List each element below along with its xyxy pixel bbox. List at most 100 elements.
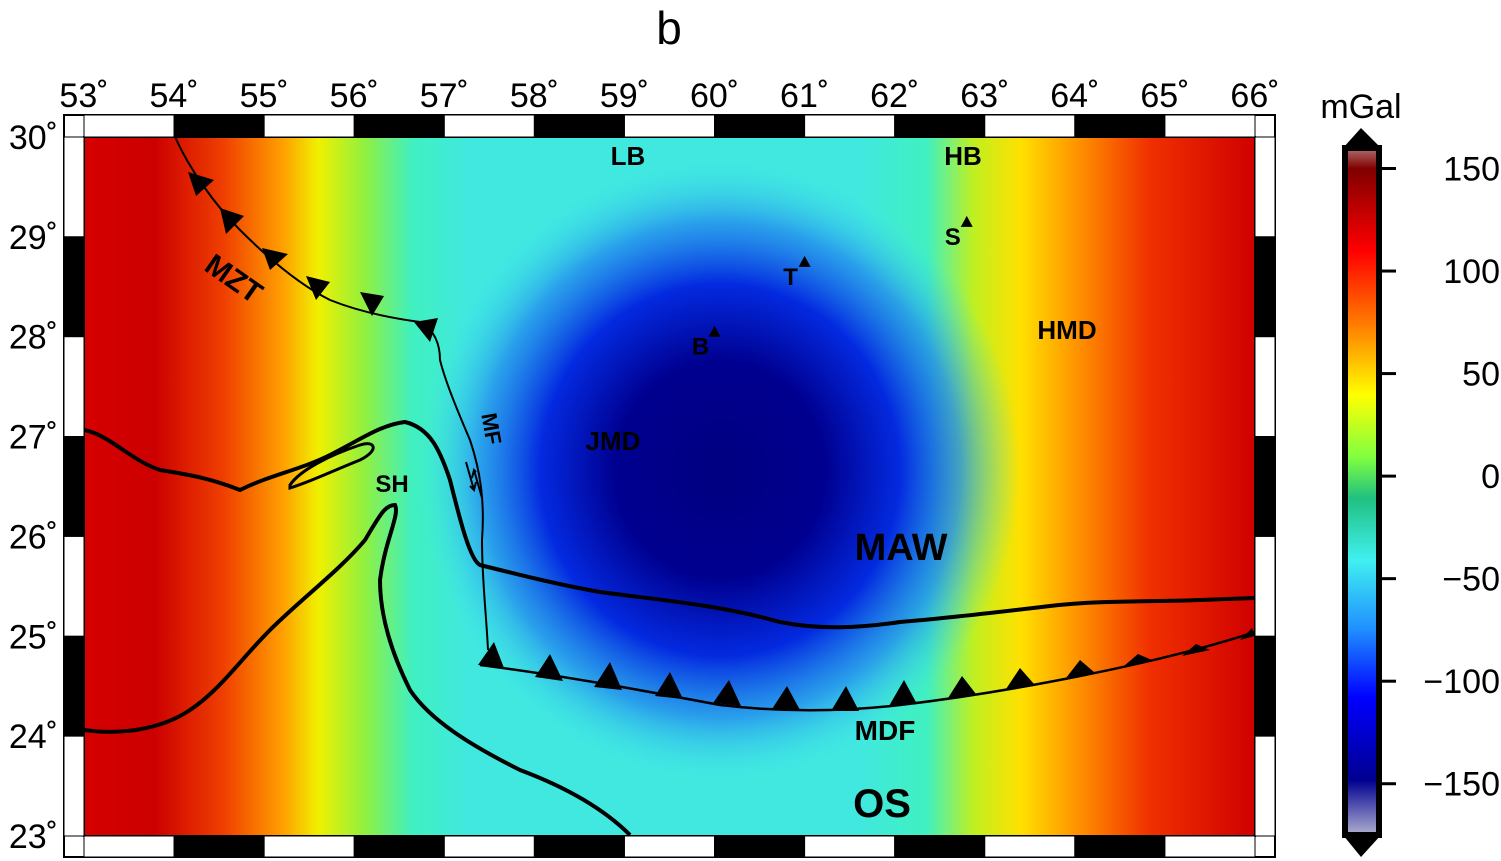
lat-tick-label: 29˚ [9, 219, 58, 257]
frame-seg-left [63, 336, 85, 438]
frame-seg-bottom [1074, 835, 1166, 858]
lon-tick-label: 62˚ [870, 77, 919, 115]
frame-seg-right [1254, 436, 1276, 537]
frame-seg-top [804, 114, 896, 138]
station-marker [708, 325, 721, 337]
colorbar-tick-label: −100 [1423, 663, 1500, 701]
station-marker [960, 215, 973, 227]
frame-seg-bottom [984, 835, 1076, 858]
frame-seg-bottom [263, 835, 355, 858]
station-marker [798, 255, 811, 267]
lon-tick-label: 54˚ [150, 77, 199, 115]
station-label: B [692, 334, 709, 361]
frame-seg-left [63, 136, 85, 238]
zagros-thrust [174, 137, 489, 651]
label-mdf: MDF [855, 715, 916, 746]
frame-seg-top [173, 114, 265, 138]
frame-seg-bottom [804, 835, 896, 858]
frame-seg-top [714, 114, 806, 138]
lon-tick-label: 66˚ [1230, 77, 1279, 115]
frame-seg-top [533, 114, 625, 138]
label-hb: HB [944, 141, 982, 171]
frame-seg-top [623, 114, 716, 138]
lat-tick-label: 25˚ [9, 618, 58, 656]
lon-tick-label: 56˚ [330, 77, 379, 115]
frame-seg-bottom [83, 835, 175, 858]
coastlines-and-faults [84, 137, 1255, 836]
colorbar-tick-label: 50 [1462, 356, 1500, 394]
lon-tick-label: 55˚ [240, 77, 289, 115]
lat-tick-label: 23˚ [9, 818, 58, 856]
lon-tick-label: 63˚ [960, 77, 1009, 115]
frame-seg-top [443, 114, 535, 138]
frame-seg-left [63, 535, 85, 637]
lon-tick-label: 64˚ [1050, 77, 1099, 115]
label-sh: SH [375, 471, 408, 498]
map-frame [63, 114, 1276, 858]
frame-seg-bottom [533, 835, 625, 858]
frame-seg-top [894, 114, 986, 138]
frame-seg-right [1254, 336, 1276, 438]
frame-seg-bottom [443, 835, 535, 858]
frame-seg-top [353, 114, 445, 138]
frame-seg-bottom [714, 835, 806, 858]
frame-seg-top [263, 114, 355, 138]
frame-seg-top [1164, 114, 1256, 138]
colorbar-tick-label: −50 [1442, 561, 1500, 599]
lon-tick-label: 57˚ [420, 77, 469, 115]
lat-tick-label: 30˚ [9, 119, 58, 157]
figure-title: b [656, 2, 682, 54]
colorbar-unit: mGal [1320, 88, 1401, 126]
colorbar: mGal 150 100 50 0 −50 −100 −150 [1320, 88, 1500, 857]
frame-seg-bottom [623, 835, 716, 858]
frame-seg-right [1254, 136, 1276, 238]
lat-tick-label: 27˚ [9, 419, 58, 457]
frame-seg-left [63, 236, 85, 338]
lon-tick-label: 61˚ [780, 77, 829, 115]
qeshm-island [288, 442, 375, 491]
stations: B T S [692, 215, 973, 361]
frame-seg-right [1254, 236, 1276, 338]
station-label: S [945, 224, 961, 251]
label-maw: MAW [855, 527, 948, 569]
frame-seg-right [1254, 535, 1276, 637]
colorbar-ticks: 150 100 50 0 −50 −100 −150 [1382, 151, 1500, 804]
frame-seg-top [1074, 114, 1166, 138]
strike-slip-arrows [465, 461, 483, 499]
colorbar-tick-label: −150 [1423, 766, 1500, 804]
frame-checker [63, 114, 1276, 858]
frame-seg-bottom [894, 835, 986, 858]
frame-seg-bottom [1164, 835, 1256, 858]
frame-seg-top [984, 114, 1076, 138]
colorbar-ramp [1342, 145, 1382, 838]
colorbar-tick-label: 100 [1443, 253, 1500, 291]
frame-seg-left [63, 436, 85, 537]
frame-seg-bottom [173, 835, 265, 858]
label-mf: MF [476, 411, 506, 447]
label-jmd: JMD [586, 426, 641, 456]
label-hmd: HMD [1037, 315, 1096, 345]
lat-tick-label: 26˚ [9, 518, 58, 556]
lon-tick-label: 58˚ [510, 77, 559, 115]
colorbar-top-triangle [1343, 128, 1381, 148]
station-label: T [783, 264, 798, 291]
label-os: OS [853, 782, 911, 826]
frame-seg-right [1254, 635, 1276, 737]
lon-tick-label: 53˚ [59, 77, 108, 115]
arabia-coastline [84, 502, 632, 836]
colorbar-tick-label: 150 [1443, 151, 1500, 189]
frame-seg-right [1254, 735, 1276, 837]
colorbar-tick-label: 0 [1481, 458, 1500, 496]
gravity-anomaly-field [84, 137, 1255, 836]
lat-tick-label: 28˚ [9, 319, 58, 357]
iran-coastline [84, 419, 1255, 630]
lon-tick-label: 65˚ [1140, 77, 1189, 115]
colorbar-bottom-triangle [1343, 835, 1381, 857]
frame-seg-left [63, 735, 85, 837]
frame-seg-top [83, 114, 175, 138]
lon-tick-label: 60˚ [690, 77, 739, 115]
lat-tick-label: 24˚ [9, 718, 58, 756]
label-lb: LB [611, 141, 646, 171]
longitude-tick-labels: 53˚ 54˚ 55˚ 56˚ 57˚ 58˚ 59˚ 60˚ 61˚ 62˚ 63˚ 64˚ 65˚ 6… [59, 77, 1279, 115]
